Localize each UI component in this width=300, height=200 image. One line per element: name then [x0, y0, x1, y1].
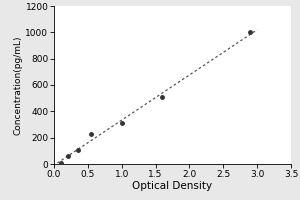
X-axis label: Optical Density: Optical Density: [132, 181, 213, 191]
Y-axis label: Concentration(pg/mL): Concentration(pg/mL): [14, 35, 23, 135]
